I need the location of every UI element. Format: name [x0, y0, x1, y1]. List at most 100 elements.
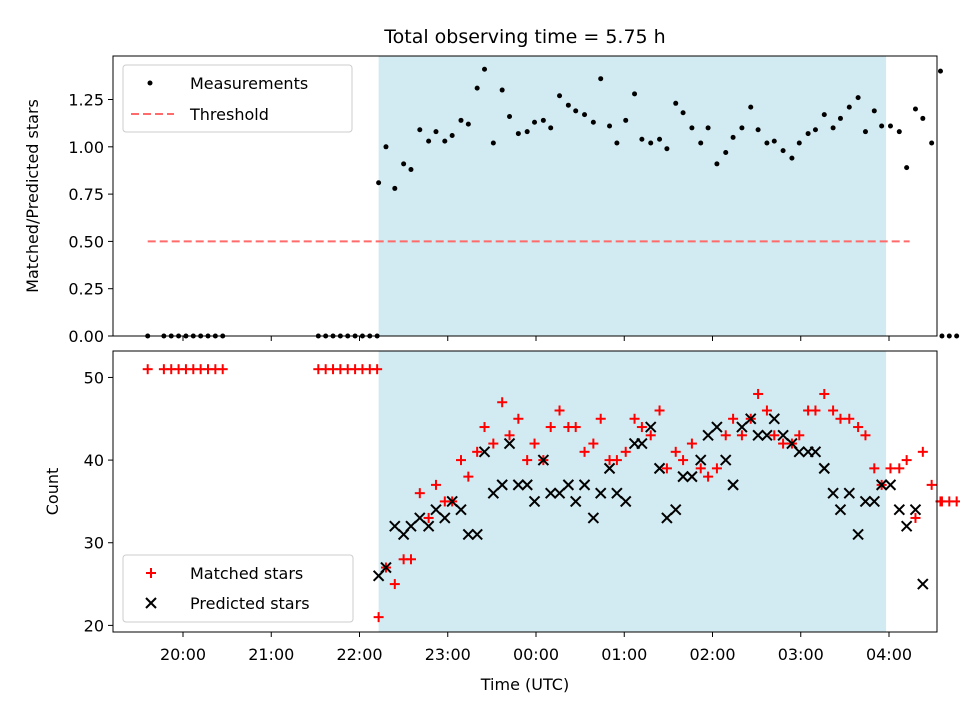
measurement-point: [764, 140, 770, 146]
predicted-star-point: [389, 520, 401, 532]
predicted-star-point: [636, 437, 648, 450]
predicted-star-point: [695, 454, 707, 466]
bottom-axes-frame: [112, 350, 938, 633]
top-y-tick-label: 1.25: [68, 91, 104, 110]
matched-star-point: [373, 612, 384, 623]
matched-star-point: [472, 446, 483, 457]
observing-window-bottom: [378, 351, 887, 632]
measurement-point: [689, 125, 695, 131]
measurement-point: [639, 136, 645, 142]
measurement-point: [673, 100, 679, 106]
measurement-point: [392, 185, 398, 191]
bottom-y-tick-label: 50: [84, 368, 104, 387]
matched-star-point: [844, 413, 855, 424]
predicted-star-point: [380, 561, 392, 574]
predicted-star-point: [736, 421, 748, 433]
measurement-point: [499, 87, 505, 93]
predicted-star-point: [645, 421, 657, 433]
predicted-star-point: [521, 479, 533, 491]
x-tick-label: 00:00: [513, 645, 559, 664]
measurement-point: [482, 66, 488, 72]
predicted-star-point: [446, 495, 458, 508]
measurement-point: [548, 125, 554, 131]
measurement-point: [490, 140, 496, 146]
measurement-point: [771, 138, 777, 144]
predicted-star-point: [761, 429, 773, 442]
predicted-star-point: [793, 446, 805, 458]
matched-star-point: [951, 496, 960, 507]
measurement-point: [837, 115, 843, 121]
measurement-point: [623, 117, 629, 123]
matched-star-point: [736, 430, 747, 441]
measurement-point: [862, 129, 868, 135]
measurement-point: [937, 68, 943, 74]
measurement-point: [507, 114, 513, 120]
matched-stars-legend-marker: [146, 568, 156, 578]
measurement-point: [532, 119, 538, 125]
matched-star-point: [761, 405, 772, 416]
measurement-point: [582, 112, 588, 118]
matched-star-point: [686, 438, 697, 449]
matched-star-point: [910, 512, 921, 523]
matched-star-point: [522, 455, 533, 466]
predicted-star-point: [909, 503, 922, 516]
measurement-point: [664, 146, 670, 152]
measurement-point: [946, 333, 952, 339]
predicted-star-point: [578, 479, 591, 491]
predicted-star-point: [528, 495, 541, 508]
matched-star-point: [819, 388, 830, 399]
measurement-point: [730, 134, 736, 140]
top-y-tick-label: 0.25: [68, 280, 104, 299]
matched-star-point: [423, 512, 434, 523]
x-axis-label: Time (UTC): [480, 675, 569, 694]
top-y-tick-label: 0.50: [68, 232, 104, 251]
matched-star-point: [753, 388, 764, 399]
matched-star-point: [620, 446, 631, 457]
matched-stars-legend-label: Matched stars: [190, 564, 303, 583]
predicted-star-point: [620, 495, 632, 508]
predicted-star-point: [455, 503, 467, 516]
measurement-point: [565, 102, 571, 108]
chart-title: Total observing time = 5.75 h: [383, 26, 665, 48]
measurements-legend-marker: [147, 80, 153, 86]
predicted-stars-legend-label: Predicted stars: [190, 594, 310, 613]
predicted-star-point: [859, 495, 872, 508]
measurement-point: [515, 131, 521, 137]
matched-star-point: [695, 463, 706, 474]
matched-star-point: [455, 455, 466, 466]
predicted-star-point: [900, 520, 913, 532]
matched-star-point: [810, 405, 821, 416]
measurement-point: [632, 91, 638, 97]
measurement-point: [465, 121, 471, 127]
matched-star-point: [217, 364, 228, 375]
measurement-point: [755, 127, 761, 133]
x-tick-label: 21:00: [248, 645, 294, 664]
predicted-star-point: [478, 446, 491, 458]
measurement-point: [698, 140, 704, 146]
predicted-star-point: [875, 479, 888, 491]
measurement-point: [796, 140, 802, 146]
predicted-star-point: [752, 429, 764, 442]
matched-star-point: [654, 405, 665, 416]
measurement-point: [442, 138, 448, 144]
matched-star-point: [703, 471, 714, 482]
measurement-point: [723, 149, 729, 155]
predicted-star-point: [809, 446, 822, 458]
predicted-star-point: [843, 487, 855, 499]
measurement-point: [714, 161, 720, 167]
matched-star-point: [645, 430, 656, 441]
predicted-star-point: [537, 454, 550, 466]
matched-star-point: [579, 446, 590, 457]
bottom-y-tick-label: 20: [84, 616, 104, 635]
matched-star-point: [513, 413, 524, 424]
measurement-point: [920, 115, 926, 121]
predicted-star-point: [414, 512, 426, 524]
predicted-star-point: [768, 413, 780, 425]
predicted-star-point: [611, 487, 623, 499]
matched-star-point: [430, 479, 441, 490]
predicted-star-point: [496, 479, 508, 491]
measurement-point: [474, 85, 480, 91]
predicted-star-point: [852, 528, 864, 541]
predicted-star-point: [512, 479, 525, 491]
measurement-point: [401, 161, 407, 167]
